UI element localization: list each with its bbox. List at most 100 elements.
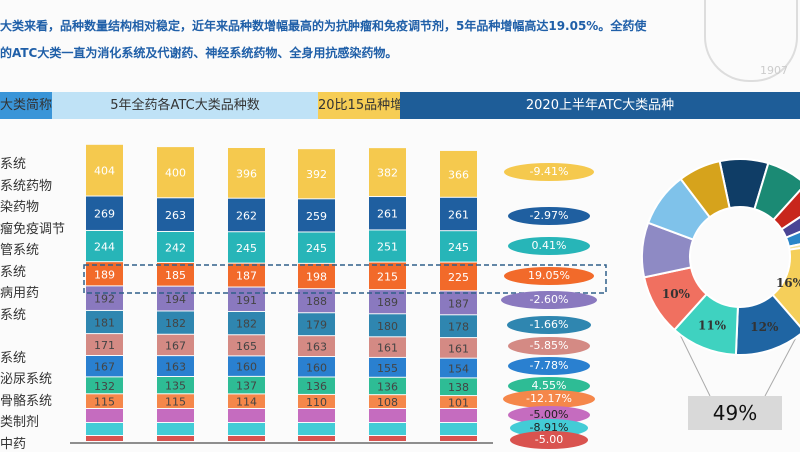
- growth-badge: -5.85%: [508, 337, 590, 355]
- bar-segment: [157, 423, 194, 435]
- bar-value-label: 167: [165, 339, 186, 352]
- bar-value-label: 137: [236, 380, 257, 393]
- bar-segment: [86, 436, 123, 441]
- header-share: 2020上半年ATC大类品种: [400, 92, 800, 119]
- watermark-year: 1907: [760, 64, 788, 77]
- bar-segment: [369, 314, 406, 337]
- bar-segment: [228, 263, 265, 287]
- row-label: 系统: [0, 264, 27, 280]
- bar-segment: [298, 232, 335, 263]
- bar-value-label: 136: [377, 380, 398, 393]
- bar-segment: [298, 313, 335, 336]
- highlight-box: [83, 264, 607, 294]
- growth-badge: -7.78%: [508, 357, 590, 375]
- bar-value-label: 261: [448, 209, 469, 222]
- bar-value-label: 263: [165, 209, 186, 222]
- bar-value-label: 225: [448, 271, 469, 284]
- bar-segment: [157, 231, 194, 262]
- bar-segment: [298, 377, 335, 394]
- bar-segment: [369, 377, 406, 395]
- header-growth: 20比15品种增幅: [318, 92, 416, 119]
- bar-segment: [440, 150, 477, 197]
- growth-badge: -2.60%: [501, 291, 597, 309]
- intro-text: 大类来看，品种数量结构相对稳定，近年来品种数增幅最高的为抗肿瘤和免疫调节剂，5年…: [0, 13, 800, 67]
- bar-segment: [369, 337, 406, 357]
- bar-segment: [369, 357, 406, 377]
- row-label: 系统: [0, 157, 27, 172]
- pie-slice: [753, 161, 800, 222]
- bar-segment: [228, 394, 265, 408]
- bar-segment: [369, 290, 406, 314]
- bar-value-label: 259: [306, 210, 327, 223]
- bar-value-label: 101: [448, 397, 469, 410]
- bar-segment: [440, 409, 477, 422]
- bar-value-label: 154: [448, 363, 469, 376]
- bar-value-label: 115: [165, 396, 186, 409]
- bar-segment: [157, 262, 194, 286]
- bar-segment: [298, 423, 335, 435]
- bar-value-label: 198: [306, 271, 327, 284]
- bar-segment: [228, 198, 265, 232]
- bar-value-label: 132: [94, 380, 115, 393]
- bar-segment: [440, 396, 477, 408]
- bar-segment: [157, 356, 194, 376]
- bar-value-label: 245: [306, 242, 327, 255]
- bar-value-label: 245: [236, 242, 257, 255]
- bar-value-label: 404: [94, 165, 115, 178]
- bar-segment: [86, 377, 123, 394]
- bar-value-label: 185: [165, 269, 186, 282]
- bar-segment: [86, 409, 123, 422]
- intro-line-1: 大类来看，品种数量结构相对稳定，近年来品种数增幅最高的为抗肿瘤和免疫调节剂，5年…: [0, 19, 647, 33]
- bar-value-label: 163: [165, 361, 186, 374]
- bar-segment: [228, 356, 265, 376]
- bar-segment: [86, 394, 123, 408]
- intro-line-2: 的ATC大类一直为消化系统及代谢药、神经系统药物、全身用抗感染药物。: [0, 46, 398, 60]
- bar-segment: [157, 334, 194, 356]
- bar-segment: [228, 423, 265, 435]
- callout-line: [764, 329, 800, 397]
- bar-segment: [86, 196, 123, 230]
- bar-segment: [228, 436, 265, 441]
- bar-value-label: 179: [306, 319, 327, 332]
- bar-segment: [157, 198, 194, 231]
- bar-value-label: 182: [165, 317, 186, 330]
- row-label: 泌尿系统: [0, 372, 53, 387]
- bar-value-label: 400: [165, 167, 186, 180]
- bar-segment: [298, 289, 335, 313]
- row-label: 中药: [0, 436, 27, 452]
- bar-segment: [369, 423, 406, 435]
- bar-segment: [157, 409, 194, 422]
- growth-badge: 0.41%: [508, 237, 590, 255]
- bar-value-label: 262: [236, 209, 257, 222]
- row-label: 瘤免疫调节: [0, 221, 66, 237]
- bar-segment: [228, 311, 265, 335]
- bar-segment: [369, 409, 406, 422]
- bar-value-label: 392: [306, 168, 327, 181]
- bar-value-label: 187: [236, 270, 257, 283]
- bar-value-label: 180: [377, 320, 398, 333]
- bar-value-label: 194: [165, 293, 186, 306]
- bar-value-label: 382: [377, 167, 398, 180]
- bar-segment: [157, 394, 194, 408]
- bar-segment: [298, 357, 335, 377]
- growth-badge: -2.97%: [508, 207, 590, 225]
- bar-value-label: 187: [448, 297, 469, 310]
- bar-segment: [298, 436, 335, 441]
- pie-callout: 49%: [688, 396, 782, 430]
- bar-value-label: 110: [306, 396, 327, 409]
- bar-segment: [369, 230, 406, 262]
- bar-value-label: 171: [94, 339, 115, 352]
- bar-value-label: 167: [94, 361, 115, 374]
- bar-value-label: 114: [236, 396, 257, 409]
- bar-value-label: 160: [306, 361, 327, 374]
- bar-segment: [440, 338, 477, 358]
- bar-value-label: 191: [236, 294, 257, 307]
- bar-segment: [369, 436, 406, 441]
- row-label: 系统药物: [0, 178, 53, 194]
- bar-value-label: 188: [306, 295, 327, 308]
- pie-slice-label: 11%: [698, 319, 727, 333]
- bar-segment: [86, 262, 123, 286]
- pie-slice: [771, 247, 800, 329]
- growth-badge: -9.41%: [504, 163, 594, 181]
- row-label: 类制剂: [0, 415, 40, 430]
